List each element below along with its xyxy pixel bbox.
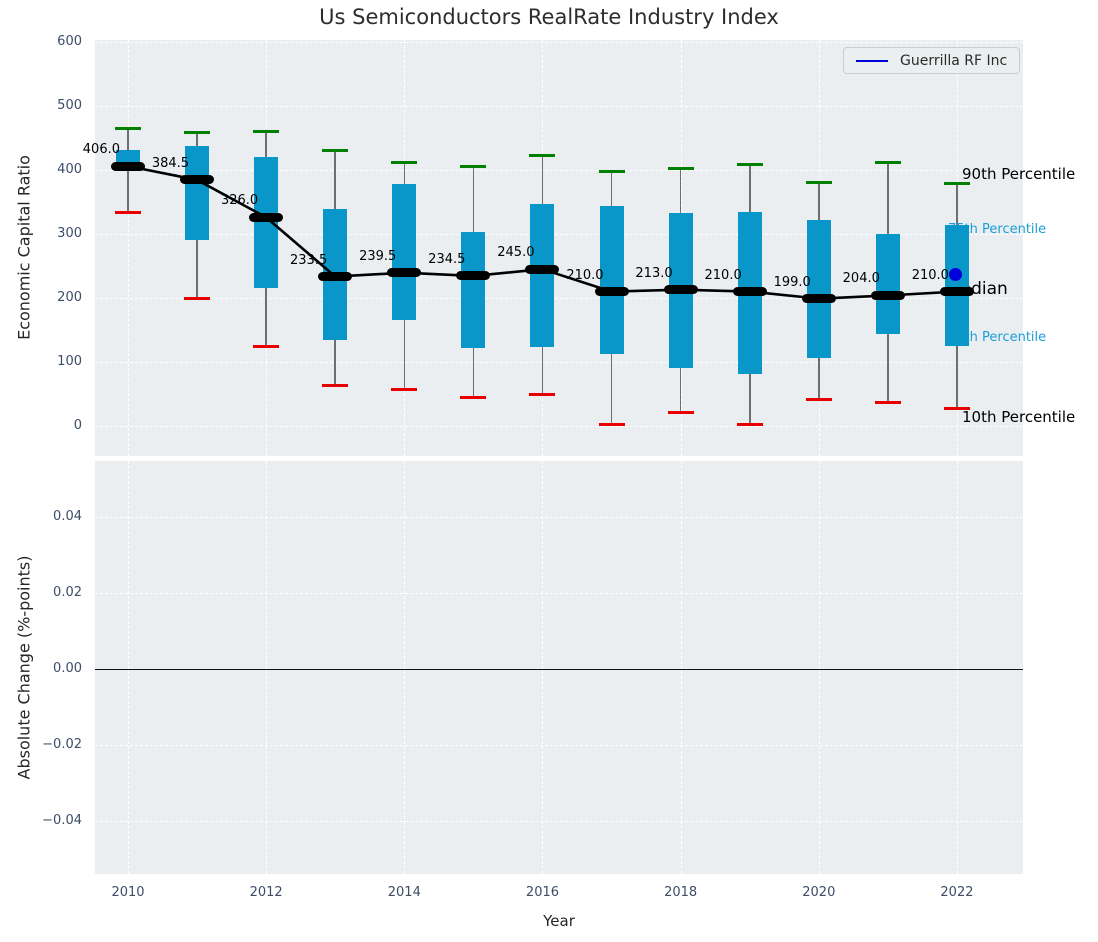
x-tick-2022: 2022	[927, 884, 987, 902]
y-tick-0: 0	[10, 417, 82, 435]
median-value-label-2012: 326.0	[198, 193, 258, 208]
y-tick-300: 300	[10, 225, 82, 243]
median-line-svg	[95, 40, 1023, 456]
legend: Guerrilla RF Inc	[843, 47, 1020, 74]
chart-title: Us Semiconductors RealRate Industry Inde…	[0, 5, 1098, 29]
legend-line-sample	[856, 60, 888, 62]
median-marker-2013	[318, 272, 352, 281]
x-tick-2020: 2020	[789, 884, 849, 902]
median-value-label-2010: 406.0	[60, 142, 120, 157]
y-tick-0.00: 0.00	[10, 660, 82, 678]
v-gridline-bottom-2014	[404, 461, 405, 874]
figure: Us Semiconductors RealRate Industry Inde…	[0, 0, 1098, 942]
h-gridline-0.04	[95, 517, 1023, 518]
median-marker-2020	[802, 294, 836, 303]
y-tick-0.04: 0.04	[10, 508, 82, 526]
y-tick-−0.04: −0.04	[10, 812, 82, 830]
median-marker-2014	[387, 268, 421, 277]
zero-line	[95, 669, 1023, 670]
v-gridline-bottom-2020	[819, 461, 820, 874]
x-tick-2010: 2010	[98, 884, 158, 902]
median-value-label-2017: 210.0	[544, 268, 604, 283]
median-marker-2021	[871, 291, 905, 300]
median-value-label-2021: 204.0	[820, 271, 880, 286]
y-tick-600: 600	[10, 33, 82, 51]
bottom-plot-area	[95, 461, 1023, 874]
h-gridline-−0.02	[95, 745, 1023, 746]
top-plot-area: Guerrilla RF Inc 406.0384.5326.0233.5239…	[95, 40, 1023, 456]
v-gridline-bottom-2010	[128, 461, 129, 874]
y-tick-400: 400	[10, 161, 82, 179]
median-value-label-2011: 384.5	[129, 156, 189, 171]
median-marker-2017	[595, 287, 629, 296]
median-value-label-2022: 210.0	[889, 268, 949, 283]
median-value-label-2013: 233.5	[267, 253, 327, 268]
x-tick-2016: 2016	[512, 884, 572, 902]
y-tick-0.02: 0.02	[10, 584, 82, 602]
median-marker-2015	[456, 271, 490, 280]
h-gridline-−0.04	[95, 821, 1023, 822]
v-gridline-bottom-2018	[681, 461, 682, 874]
median-value-label-2018: 213.0	[613, 266, 673, 281]
median-value-label-2016: 245.0	[474, 245, 534, 260]
median-marker-2018	[664, 285, 698, 294]
median-marker-2011	[180, 175, 214, 184]
v-gridline-bottom-2012	[266, 461, 267, 874]
median-value-label-2020: 199.0	[751, 275, 811, 290]
y-tick-500: 500	[10, 97, 82, 115]
median-value-label-2014: 239.5	[336, 249, 396, 264]
median-marker-2022	[940, 287, 974, 296]
h-gridline-0.02	[95, 593, 1023, 594]
y-tick-100: 100	[10, 353, 82, 371]
v-gridline-bottom-2022	[957, 461, 958, 874]
y-tick-−0.02: −0.02	[10, 736, 82, 754]
median-marker-2012	[249, 213, 283, 222]
x-tick-2014: 2014	[374, 884, 434, 902]
legend-label: Guerrilla RF Inc	[900, 53, 1007, 69]
company-point	[949, 268, 962, 281]
x-tick-2018: 2018	[651, 884, 711, 902]
x-tick-2012: 2012	[236, 884, 296, 902]
median-value-label-2019: 210.0	[682, 268, 742, 283]
y-tick-200: 200	[10, 289, 82, 307]
median-value-label-2015: 234.5	[405, 252, 465, 267]
x-axis-label: Year	[459, 912, 659, 930]
v-gridline-bottom-2016	[542, 461, 543, 874]
